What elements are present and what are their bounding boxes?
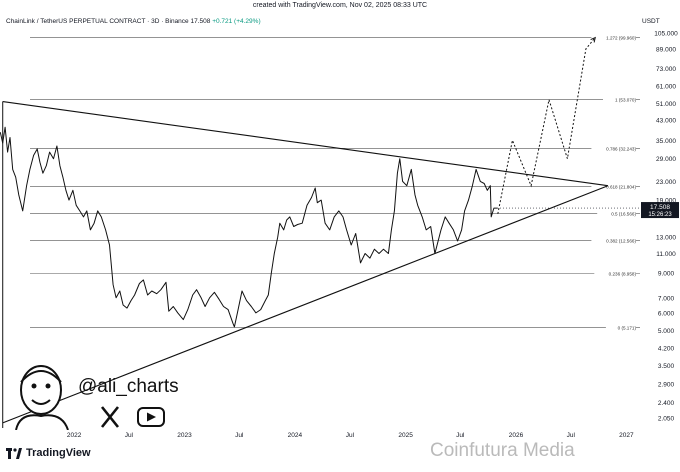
fib-label: 0.5 (16.566) — [611, 211, 636, 216]
y-tick-label: 2.900 — [658, 382, 675, 389]
projection-arrowhead — [590, 36, 596, 43]
x-tick-label: Jul — [456, 432, 465, 439]
fib-label-bg — [591, 144, 636, 153]
fib-label: 1 (53.070) — [615, 98, 636, 103]
x-tick-label: 2024 — [288, 432, 303, 439]
fib-label: 0.236 (8.958) — [609, 272, 637, 277]
y-tick-label: 89.000 — [656, 46, 676, 53]
symbol-line: ChainLink / TetherUS PERPETUAL CONTRACT … — [6, 18, 261, 25]
fib-label-bg — [591, 236, 636, 245]
last-price-countdown: 15:26:23 — [648, 212, 672, 218]
last-price-value: 17.508 — [650, 204, 670, 211]
y-tick-label: 11.000 — [656, 251, 676, 258]
fib-label-bg — [597, 209, 636, 218]
y-tick-label: 73.000 — [656, 66, 676, 73]
fib-label-bg — [591, 33, 636, 42]
x-tick-label: Jul — [346, 432, 355, 439]
fib-label: 0.382 (12.566) — [606, 239, 636, 244]
fib-label: 1.272 (99.960) — [606, 36, 636, 41]
trendline — [2, 185, 609, 424]
author-handle: @ali_charts — [78, 376, 179, 397]
y-tick-label: 3.500 — [658, 363, 675, 370]
y-tick-label: 7.000 — [658, 295, 675, 302]
watermark: Coinfutura Media — [430, 440, 575, 461]
projection-path — [497, 37, 596, 214]
avatar-icon — [15, 365, 69, 430]
y-tick-label: 105.000 — [654, 30, 678, 37]
tradingview-logo-icon — [6, 447, 22, 459]
y-tick-label: 2.400 — [658, 400, 675, 407]
y-tick-label: 51.000 — [656, 101, 676, 108]
price-series — [0, 126, 498, 328]
y-tick-label: 9.000 — [658, 271, 675, 278]
x-tick-label: Jul — [125, 432, 134, 439]
y-tick-label: 23.000 — [656, 179, 676, 186]
symbol-price: 17.508 — [190, 18, 211, 25]
x-tick-label: Jul — [567, 432, 576, 439]
fib-label-bg — [594, 269, 636, 278]
y-tick-label: 4.200 — [658, 345, 675, 352]
y-axis-panel — [640, 26, 680, 438]
x-tick-label: 2027 — [619, 432, 634, 439]
fib-label: 0.618 (21.804) — [606, 185, 636, 190]
y-tick-label: 5.000 — [658, 328, 675, 335]
created-caption: created with TradingView.com, Nov 02, 20… — [252, 2, 428, 9]
x-tick-label: 2022 — [67, 432, 82, 439]
fib-label-bg — [605, 323, 636, 332]
last-price-tag — [641, 202, 679, 219]
symbol-change: +0.721 (+4.29%) — [212, 18, 261, 25]
y-tick-label: 19.000 — [656, 198, 676, 205]
y-tick-label: 2.050 — [658, 415, 675, 422]
y-tick-label: 29.000 — [656, 156, 676, 163]
currency-label: USDT — [642, 18, 660, 25]
y-tick-label: 43.000 — [656, 118, 676, 125]
y-tick-label: 35.000 — [656, 138, 676, 145]
y-tick-label: 13.000 — [656, 235, 676, 242]
fib-label: 0 (5.171) — [618, 325, 637, 330]
social-icons — [100, 406, 165, 428]
x-logo-icon — [100, 406, 120, 428]
fib-label-bg — [603, 95, 636, 104]
fib-label: 0.786 (32.243) — [606, 146, 636, 151]
x-tick-label: 2026 — [509, 432, 524, 439]
fib-label-bg — [591, 182, 636, 191]
x-tick-label: 2025 — [398, 432, 413, 439]
youtube-play-icon — [137, 407, 165, 427]
x-tick-label: Jul — [235, 432, 244, 439]
brand-name: TradingView — [26, 447, 91, 459]
y-tick-label: 6.000 — [658, 310, 675, 317]
symbol-name: ChainLink / TetherUS PERPETUAL CONTRACT … — [6, 18, 189, 25]
y-tick-label: 61.000 — [656, 83, 676, 90]
tradingview-brand: TradingView — [6, 447, 91, 459]
trendline — [2, 100, 609, 187]
x-tick-label: 2023 — [177, 432, 192, 439]
